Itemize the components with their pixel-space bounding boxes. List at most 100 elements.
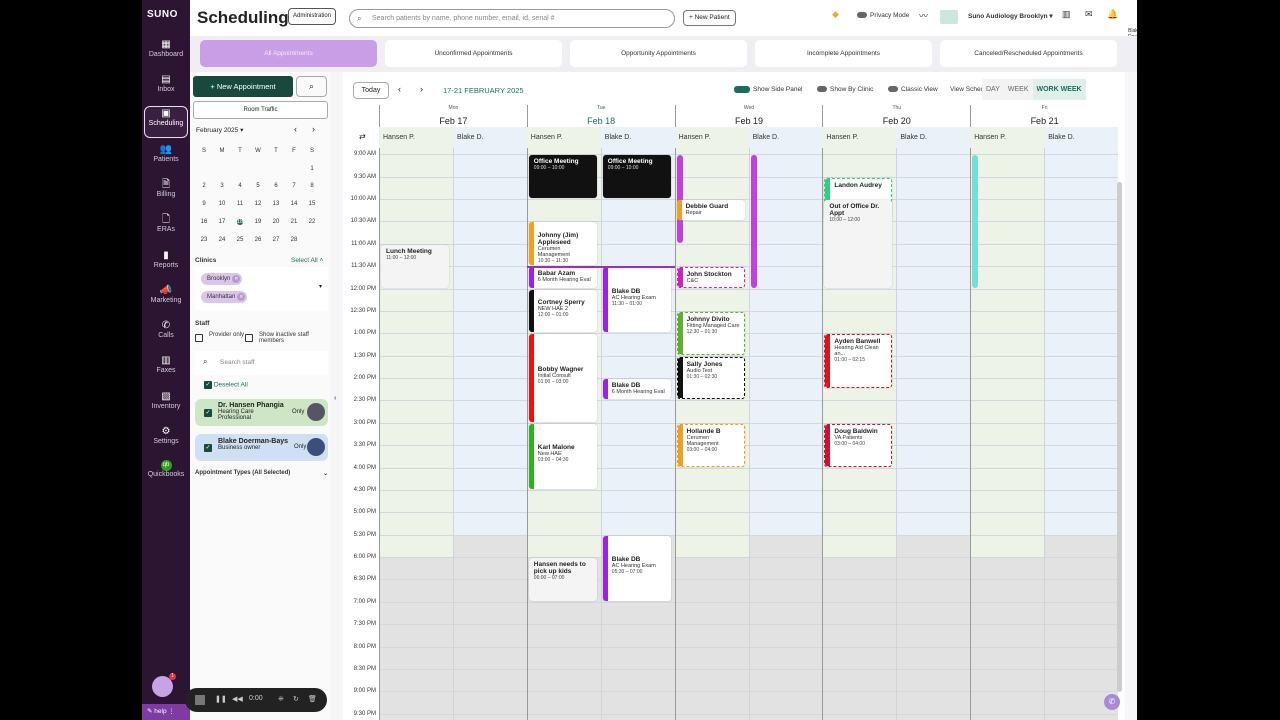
- day-cell[interactable]: 14: [285, 201, 303, 207]
- privacy-mode-toggle[interactable]: Privacy Mode: [857, 12, 909, 19]
- swap-icon[interactable]: ⇄: [359, 132, 366, 141]
- appointment-card[interactable]: Debbie Guard Repair: [676, 200, 745, 221]
- trash-icon[interactable]: 🗑: [308, 696, 317, 703]
- day-cell[interactable]: 23: [195, 237, 213, 243]
- provider-only-checkbox[interactable]: Provider only: [195, 332, 245, 342]
- tab-2[interactable]: Opportunity Appointments: [570, 40, 747, 67]
- day-cell[interactable]: 12: [249, 201, 267, 207]
- view-day[interactable]: DAY: [986, 86, 1000, 93]
- appointment-types-toggle[interactable]: Appointment Types (All Selected) ⌄: [195, 470, 328, 477]
- appointment-card[interactable]: Ayden Banwell Hearing Aid Clean an... 01:0…: [824, 334, 893, 389]
- day-cell[interactable]: 9: [195, 201, 213, 207]
- day-cell[interactable]: 25: [231, 237, 249, 243]
- restart-icon[interactable]: ↻: [293, 696, 299, 703]
- day-cell[interactable]: 11: [231, 201, 249, 207]
- day-cell[interactable]: 10: [213, 201, 231, 207]
- next-month-button[interactable]: ›: [312, 124, 315, 134]
- appointment-card[interactable]: Sally Jones Audio Test 01:30 – 02:30: [676, 356, 745, 400]
- nav-item-calls[interactable]: ✆ Calls: [144, 319, 188, 351]
- day-cell[interactable]: 16: [195, 219, 213, 225]
- appointment-card[interactable]: Johnny (Jim) Appleseed Cerumen Management…: [528, 222, 597, 266]
- nav-item-scheduling[interactable]: ▣ Scheduling: [144, 106, 188, 138]
- day-cell[interactable]: 13: [267, 201, 285, 207]
- calendar-grid[interactable]: Lunch Meeting 11:00 – 12:00 Office Meeting…: [379, 148, 1118, 720]
- tab-1[interactable]: Unconfirmed Appointments: [385, 40, 562, 67]
- day-header[interactable]: Mon Feb 17: [379, 105, 527, 127]
- view-schedule-link[interactable]: View Schedule: [950, 86, 993, 93]
- administration-button[interactable]: Administration: [288, 8, 337, 25]
- appointment-card[interactable]: Doug Baldwin VA Patients 03:00 – 04:00: [824, 423, 893, 467]
- nav-item-inbox[interactable]: ▤ Inbox: [144, 73, 188, 105]
- appointment-card[interactable]: Hollande B Cerumen Management 03:00 – 04:0…: [676, 423, 745, 467]
- clinics-select[interactable]: Brooklyn ✕ Manhattan ✕ ▾: [195, 267, 328, 310]
- day-header[interactable]: Wed Feb 19: [674, 105, 823, 127]
- remove-icon[interactable]: ✕: [237, 293, 246, 301]
- tab-3[interactable]: Incomplete Appointments: [755, 40, 932, 67]
- appointment-card[interactable]: Office Meeting 09:00 – 10:00: [528, 155, 597, 198]
- nav-item-dashboard[interactable]: ▦ Dashboard: [144, 38, 188, 70]
- day-cell[interactable]: 19: [249, 219, 267, 225]
- show-by-clinic-toggle[interactable]: Show By Clinic: [817, 86, 873, 93]
- day-cell[interactable]: 24: [213, 237, 231, 243]
- day-cell[interactable]: 6: [267, 183, 285, 189]
- bell-icon[interactable]: 🔔: [1107, 9, 1119, 19]
- new-appointment-button[interactable]: + New Appointment: [193, 76, 293, 97]
- room-traffic-button[interactable]: Room Traffic: [193, 101, 328, 119]
- day-cell[interactable]: 26: [249, 237, 267, 243]
- appointment-card[interactable]: Karl Malone New HAE 03:00 – 04:30: [528, 423, 597, 489]
- next-week-button[interactable]: ›: [420, 84, 423, 94]
- tab-4[interactable]: Canceled/Rescheduled Appointments: [940, 40, 1117, 67]
- day-cell[interactable]: 22: [303, 219, 321, 225]
- prev-month-button[interactable]: ‹: [294, 124, 297, 134]
- nav-item-inventory[interactable]: ▧ Inventory: [144, 390, 188, 422]
- appointment-card[interactable]: Cortney Sperry NEW HAE 2 12:00 – 01:00: [528, 289, 597, 333]
- clinic-chip[interactable]: Brooklyn ✕: [201, 273, 243, 285]
- appointment-card[interactable]: Lunch Meeting 11:00 – 12:00: [381, 244, 449, 288]
- location-select[interactable]: Suno Audiology Brooklyn ▾: [968, 13, 1053, 20]
- appointment-block[interactable]: [750, 155, 757, 288]
- day-cell[interactable]: 21: [285, 219, 303, 225]
- nav-item-settings[interactable]: ⚙ Settings: [144, 425, 188, 457]
- appointment-card[interactable]: John Stockton C&C: [676, 267, 745, 288]
- collapse-panel-icon[interactable]: ‹: [334, 395, 337, 402]
- appointment-card[interactable]: Blake DB AC Hearing Exam 05:30 – 07:00: [602, 535, 671, 601]
- day-header[interactable]: Tue Feb 18: [526, 105, 675, 127]
- appointment-block[interactable]: [676, 155, 683, 243]
- day-cell[interactable]: 5: [249, 183, 267, 189]
- nav-item-billing[interactable]: 🗎 Billing: [144, 178, 188, 210]
- appointment-card[interactable]: Bobby Wagner Initial Consult 01:00 – 03:00: [528, 334, 597, 422]
- day-cell[interactable]: 8: [303, 183, 321, 189]
- checkbox[interactable]: ✓: [204, 444, 212, 452]
- view-week[interactable]: WEEK: [1007, 86, 1029, 93]
- show-inactive-checkbox[interactable]: Show inactive staff members: [245, 332, 325, 344]
- appointment-card[interactable]: Blake DB AC Hearing Exam 11:30 – 01:00: [602, 267, 671, 333]
- day-cell[interactable]: 15: [303, 201, 321, 207]
- new-patient-button[interactable]: + New Patient: [683, 10, 736, 26]
- nav-item-faxes[interactable]: ▥ Faxes: [144, 354, 188, 386]
- day-cell[interactable]: 18: [231, 215, 249, 230]
- classic-view-toggle[interactable]: Classic View: [888, 86, 938, 93]
- appointment-card[interactable]: Out of Office Dr. Appt 10:00 – 12:00: [824, 200, 893, 288]
- activity-icon[interactable]: 〰: [919, 11, 929, 21]
- checklist-icon[interactable]: [940, 10, 958, 24]
- chat-button[interactable]: 1: [152, 673, 176, 697]
- appointment-card[interactable]: Hansen needs to pick up kids 06:00 – 07:0…: [528, 558, 597, 601]
- staff-search-input[interactable]: ⌕ Search staff: [195, 351, 328, 375]
- day-cell[interactable]: 17: [213, 219, 231, 225]
- show-side-panel-toggle[interactable]: Show Side Panel: [734, 86, 803, 93]
- only-link[interactable]: Only: [292, 409, 305, 415]
- day-header[interactable]: Thu Feb 20: [822, 105, 970, 127]
- prev-week-button[interactable]: ‹: [398, 84, 401, 94]
- today-button[interactable]: Today: [353, 82, 389, 99]
- patient-search-input[interactable]: ⌕ Search patients by name, phone number, …: [349, 9, 675, 28]
- rewind-button[interactable]: ◀◀: [232, 696, 243, 703]
- handshake-icon[interactable]: ◆: [832, 9, 839, 19]
- help-button[interactable]: ✎ help ⋮: [142, 704, 190, 720]
- day-cell[interactable]: 3: [213, 183, 231, 189]
- nav-item-marketing[interactable]: 📣 Marketing: [144, 284, 188, 316]
- appointment-card[interactable]: Babar Azam 6 Month Hearing Eval: [528, 267, 597, 288]
- tab-0[interactable]: All Appointments: [200, 40, 377, 67]
- day-cell[interactable]: 28: [285, 237, 303, 243]
- checkbox[interactable]: ✓: [204, 409, 212, 417]
- select-all-link[interactable]: Select All ˄: [291, 257, 324, 264]
